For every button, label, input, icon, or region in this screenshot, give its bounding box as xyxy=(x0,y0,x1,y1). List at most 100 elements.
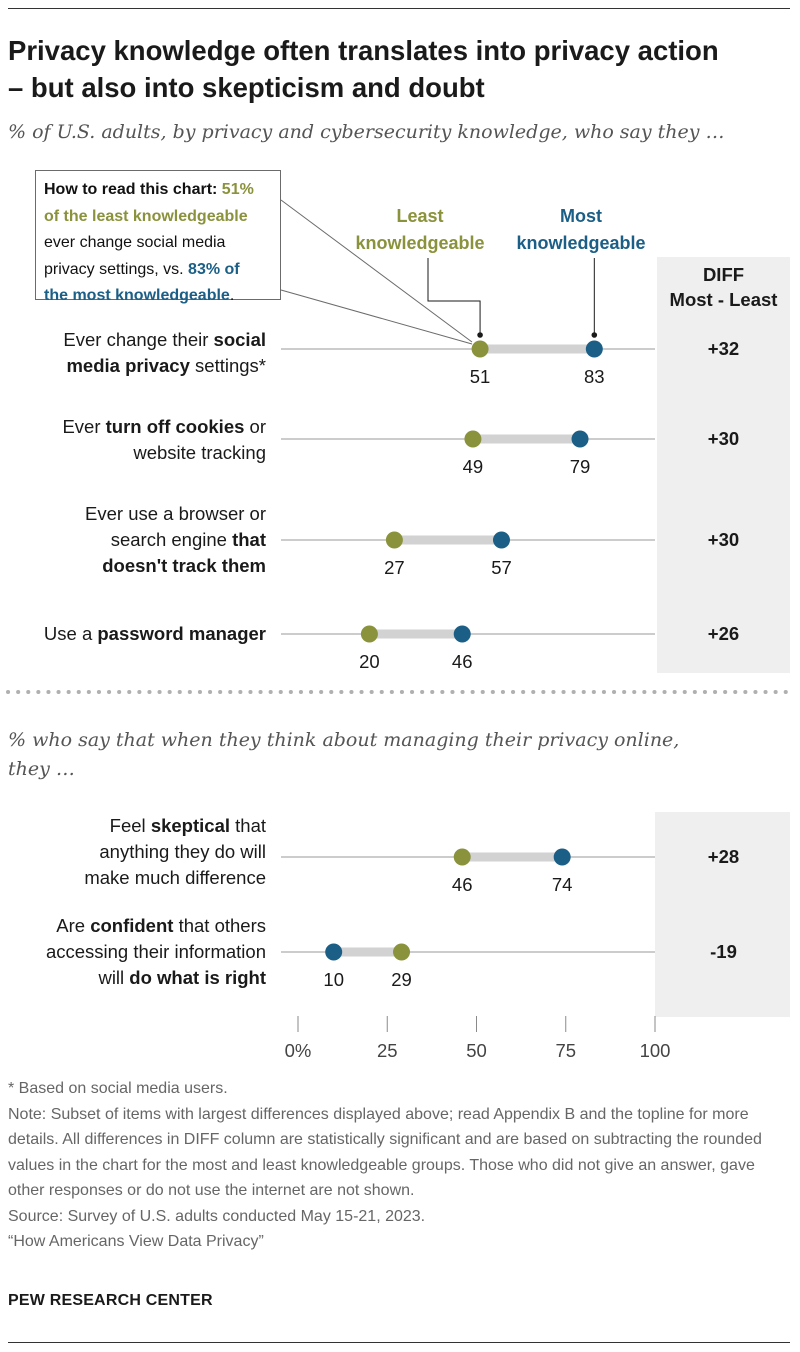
value-label-least: 51 xyxy=(470,366,491,387)
value-label-least: 20 xyxy=(359,651,380,672)
how-to-read-most-text: the most knowledgeable xyxy=(44,287,230,304)
source: Source: Survey of U.S. adults conducted … xyxy=(8,1207,426,1225)
leader-line-upper xyxy=(280,199,473,343)
row-label: Feel skeptical that anything they do will… xyxy=(84,813,266,891)
note: Note: Subset of items with largest diffe… xyxy=(8,1105,762,1200)
value-label-most: 74 xyxy=(552,874,573,895)
report-title: “How Americans View Data Privacy” xyxy=(8,1233,264,1250)
value-label-most: 10 xyxy=(323,969,344,990)
how-to-read-pct-least: 51% xyxy=(221,181,254,198)
row-label-part: settings* xyxy=(189,355,266,376)
how-to-read-end: . xyxy=(229,287,235,304)
row-label-part: search engine xyxy=(110,529,233,550)
diff-header-line-1: DIFF xyxy=(702,264,745,285)
footnote: * Based on social media users. xyxy=(8,1080,228,1097)
row-label: Ever use a browser or search engine that d… xyxy=(85,501,266,579)
how-to-read-pct-most: 83% of xyxy=(188,260,240,278)
legend-most: Most knowledgeable xyxy=(498,203,664,257)
how-to-read-box: How to read this chart: 51% of the least… xyxy=(35,170,281,304)
chart-row: 29 10 xyxy=(281,943,655,990)
row-label: Are confident that others accessing their… xyxy=(46,913,266,991)
legend-leaders xyxy=(427,258,598,338)
row-label-part: accessing their information xyxy=(45,941,266,962)
dot-most-knowledgeable xyxy=(453,625,471,643)
legend-least-line-2: knowledgeable xyxy=(355,233,485,253)
row-label: Ever change their social media privacy se… xyxy=(63,327,266,379)
chart-title: Privacy knowledge often translates into … xyxy=(8,32,798,106)
how-to-read-middle-2: privacy settings, vs. xyxy=(44,260,189,278)
x-tick-label: 25 xyxy=(377,1040,398,1061)
row-label-part: Use a xyxy=(43,623,98,644)
legend-least: Least knowledgeable xyxy=(338,203,502,257)
x-axis: 0% 25 50 75 100 xyxy=(285,1016,671,1061)
leader-line-lower xyxy=(280,289,473,345)
row-label-part: Are xyxy=(56,915,91,936)
title-line-1: Privacy knowledge often translates into … xyxy=(8,35,719,66)
legend-least-leader-dot xyxy=(477,332,483,338)
row-label-part: Ever change their xyxy=(63,329,214,350)
x-tick-label: 100 xyxy=(640,1040,671,1061)
value-label-least: 49 xyxy=(463,456,484,477)
legend-most-line-1: Most xyxy=(560,206,602,226)
row-label-part: Ever xyxy=(62,416,106,437)
dot-most-knowledgeable xyxy=(492,531,510,549)
section-2-subtitle: % who say that when they think about man… xyxy=(8,726,788,784)
row-label-part: website tracking xyxy=(133,442,266,463)
x-tick-label: 50 xyxy=(466,1040,487,1061)
chart-row: 51 83 xyxy=(281,340,655,387)
dot-least-knowledgeable xyxy=(360,625,378,643)
chart-row: 27 57 xyxy=(281,531,655,578)
title-line-2: – but also into skepticism and doubt xyxy=(8,72,485,103)
legend-most-leader-dot xyxy=(591,332,598,338)
diff-value: +30 xyxy=(707,428,740,449)
how-to-read-least-text: of the least knowledgeable xyxy=(44,207,248,225)
x-tick-label: 75 xyxy=(555,1040,576,1061)
value-label-least: 29 xyxy=(391,969,412,990)
how-to-read-lead: How to read this chart: xyxy=(44,181,222,198)
notes: * Based on social media users. Note: Sub… xyxy=(8,1076,788,1255)
row-label-bold-part: turn off cookies xyxy=(105,416,245,437)
diff-value: -19 xyxy=(710,941,737,962)
section-2-subtitle-line-2: they … xyxy=(8,758,75,780)
diff-header-line-2: Most - Least xyxy=(669,289,778,310)
dot-most-knowledgeable xyxy=(585,340,603,358)
section-2-subtitle-line-1: % who say that when they think about man… xyxy=(8,729,680,751)
row-label-part: will xyxy=(98,967,130,988)
value-label-most: 79 xyxy=(570,456,591,477)
chart-row: 20 46 xyxy=(281,625,655,672)
row-label-part: Feel xyxy=(109,815,151,836)
chart-subtitle: % of U.S. adults, by privacy and cyberse… xyxy=(8,121,725,143)
row-label-bold-part: do what is right xyxy=(129,967,266,988)
value-label-least: 46 xyxy=(452,874,473,895)
dot-least-knowledgeable xyxy=(393,943,411,961)
diff-column-header: DIFF Most - Least xyxy=(657,262,790,312)
row-label: Use a password manager xyxy=(44,621,266,647)
row-label-bold-part: social xyxy=(213,329,266,350)
legend-least-line-1: Least xyxy=(396,206,444,226)
bottom-rule xyxy=(8,1342,790,1343)
row-label-bold-part: confident xyxy=(90,915,174,936)
row-label-bold-part: media privacy xyxy=(66,355,190,376)
dot-most-knowledgeable xyxy=(553,848,571,866)
diff-value: +26 xyxy=(707,623,740,644)
row-label: Ever turn off cookies or website tracking xyxy=(62,414,266,466)
diff-value: +28 xyxy=(707,846,740,867)
diff-value: +32 xyxy=(707,338,740,359)
value-label-most: 57 xyxy=(491,557,512,578)
value-label-most: 46 xyxy=(452,651,473,672)
legend-most-line-2: knowledgeable xyxy=(516,233,646,253)
dot-least-knowledgeable xyxy=(453,848,471,866)
how-to-read-middle-1: ever change social media xyxy=(44,234,226,251)
dot-least-knowledgeable xyxy=(464,430,482,448)
dot-least-knowledgeable xyxy=(385,531,403,549)
row-label-part: anything they do will xyxy=(99,841,266,862)
top-rule xyxy=(8,8,790,9)
value-label-least: 27 xyxy=(384,557,405,578)
row-label-part: that xyxy=(230,815,266,836)
chart-row: 46 74 xyxy=(281,848,655,895)
value-label-most: 83 xyxy=(584,366,605,387)
dot-most-knowledgeable xyxy=(325,943,343,961)
x-tick-label: 0% xyxy=(285,1040,312,1061)
